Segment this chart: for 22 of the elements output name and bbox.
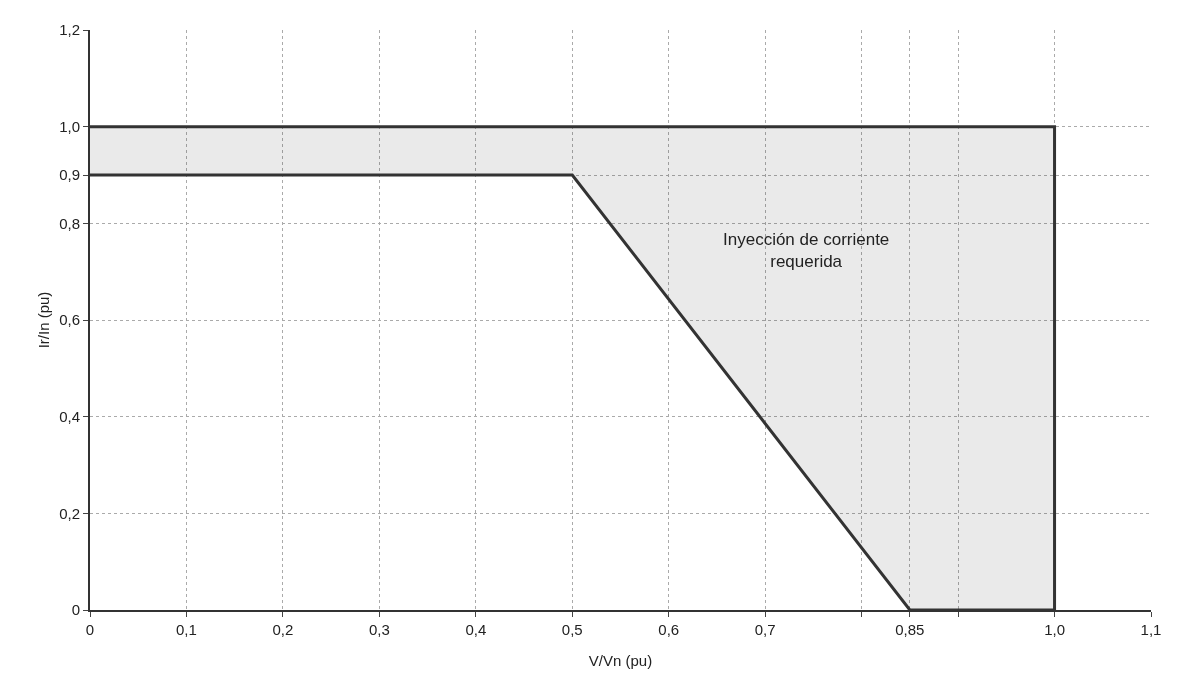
y-tick-label: 0,9 [59, 166, 80, 184]
x-tick-label: 1,1 [1140, 621, 1162, 638]
x-tick-label: 0,1 [176, 621, 197, 638]
y-axis-title: Ir/In (pu) [35, 291, 52, 349]
x-tick-label: 0,4 [465, 621, 487, 638]
x-tick-label: 1,0 [1044, 621, 1065, 638]
y-tick-label: 1,2 [59, 21, 80, 39]
x-tick-label: 0,5 [561, 621, 583, 638]
y-tick-label: 0 [71, 601, 80, 619]
annotation: Inyección de corriente requerida [723, 230, 890, 272]
x-tick-label: 0,2 [272, 621, 294, 638]
x-tick-label: 0 [85, 621, 95, 638]
y-tick-label: 0,4 [59, 407, 80, 425]
y-tick-label: 1,0 [59, 117, 80, 135]
y-tick-label: 0,8 [59, 214, 80, 232]
y-tick-label: 0,6 [59, 311, 80, 329]
x-tick-label: 0,7 [754, 621, 776, 638]
x-tick-label: 0,6 [658, 621, 680, 638]
x-axis-title: V/Vn (pu) [588, 652, 653, 669]
y-tick-label: 0,2 [59, 504, 80, 522]
x-tick-label: 0,3 [368, 621, 390, 638]
x-tick-label: 0,85 [895, 621, 925, 638]
